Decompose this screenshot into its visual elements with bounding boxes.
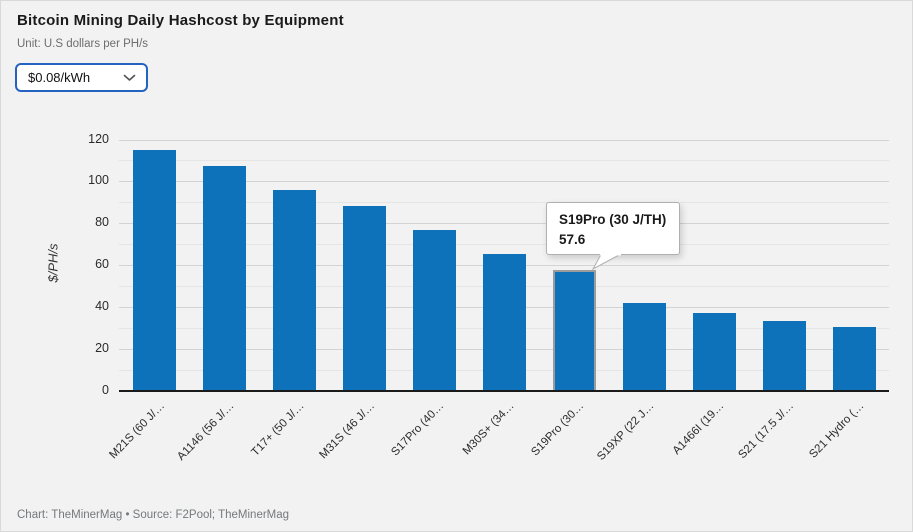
- bar-6[interactable]: [482, 254, 526, 391]
- bar-2[interactable]: [202, 165, 246, 391]
- x-axis-tick-label: M21S (60 J/…: [106, 400, 167, 462]
- major-gridline: [119, 139, 889, 141]
- y-axis-tick-label: 120: [88, 131, 109, 146]
- bar-8[interactable]: [622, 302, 666, 391]
- y-axis-tick-label: 20: [95, 341, 109, 356]
- y-axis-tick-label: 100: [88, 173, 109, 188]
- x-axis-tick-label: S17Pro (40…: [389, 400, 447, 459]
- minor-gridline: [119, 244, 889, 246]
- bar-4[interactable]: [342, 205, 386, 391]
- bar-7[interactable]: [552, 270, 596, 391]
- x-axis-tick-label: A1466I (19…: [670, 400, 727, 458]
- y-axis-tick-label: 80: [95, 215, 109, 230]
- bar-9[interactable]: [692, 312, 736, 391]
- chart-subtitle: Unit: U.S dollars per PH/s: [17, 38, 149, 50]
- source-credit: Chart: TheMinerMag • Source: F2Pool; The…: [17, 509, 290, 521]
- page-title: Bitcoin Mining Daily Hashcost by Equipme…: [17, 12, 344, 29]
- tooltip-label: S19Pro (30 J/TH): [559, 212, 667, 227]
- electricity-price-value: $0.08/kWh: [28, 70, 91, 85]
- tooltip-value: 57.6: [559, 232, 586, 247]
- y-axis-tick-label: 0: [102, 383, 109, 397]
- y-axis-tick-label: 60: [95, 257, 109, 272]
- minor-gridline: [119, 202, 889, 204]
- bar-5[interactable]: [412, 230, 456, 391]
- chevron-down-icon: [123, 74, 136, 82]
- x-axis-tick-label: S19Pro (30…: [529, 400, 587, 459]
- bar-10[interactable]: [762, 320, 806, 391]
- x-axis-tick-label: A1146 (56 J/…: [175, 400, 237, 463]
- tooltip: S19Pro (30 J/TH) 57.6: [546, 202, 681, 255]
- minor-gridline: [119, 160, 889, 162]
- major-gridline: [119, 223, 889, 225]
- x-axis-tick-label: S21 (17.5 J/…: [736, 400, 797, 462]
- major-gridline: [119, 181, 889, 183]
- bar-1[interactable]: [132, 149, 176, 391]
- x-axis-tick-label: M31S (46 J/…: [316, 400, 377, 462]
- x-axis-tick-label: S21 Hydro (…: [807, 400, 867, 461]
- tooltip-pointer: [591, 253, 621, 270]
- x-axis-tick-label: T17+ (50 J/…: [249, 400, 307, 459]
- electricity-price-select[interactable]: $0.08/kWh: [15, 63, 148, 92]
- x-axis-line: [119, 390, 889, 392]
- x-axis-tick-label: S19XP (22 J…: [595, 400, 657, 463]
- bar-11[interactable]: [832, 326, 876, 391]
- x-axis-tick-label: M30S+ (34…: [460, 400, 517, 458]
- y-axis-title: $/PH/s: [45, 243, 61, 283]
- bar-3[interactable]: [272, 189, 316, 391]
- y-axis-tick-label: 40: [95, 299, 109, 314]
